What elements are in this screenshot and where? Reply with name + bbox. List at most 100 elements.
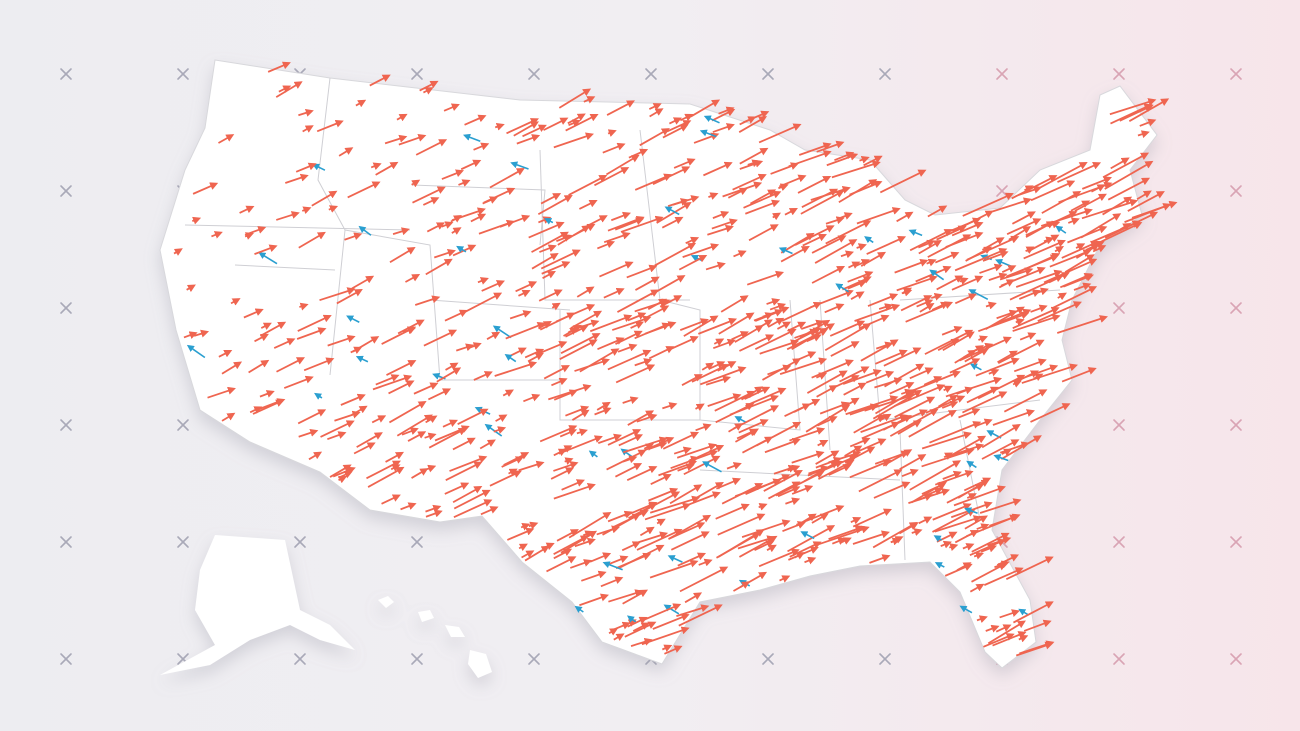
arrow-shift-right bbox=[495, 414, 508, 422]
x-marker bbox=[1230, 302, 1242, 314]
arrow-shift-right bbox=[711, 218, 738, 230]
arrow-shift-right bbox=[1092, 245, 1107, 253]
arrow-shift-right bbox=[385, 451, 405, 463]
arrow-shift-right bbox=[929, 421, 982, 444]
arrow-shift-right bbox=[867, 293, 899, 307]
arrow-shift-right bbox=[954, 529, 979, 544]
x-marker bbox=[1230, 68, 1242, 80]
arrow-shift-right bbox=[996, 554, 1020, 566]
arrow-shift-right bbox=[218, 349, 233, 358]
arrow-shift-right bbox=[634, 322, 671, 340]
arrow-shift-right bbox=[327, 431, 347, 441]
arrow-shift-right bbox=[319, 287, 356, 302]
arrow-shift-right bbox=[1091, 184, 1106, 193]
arrow-shift-right bbox=[831, 537, 847, 545]
arrow-shift-right bbox=[557, 225, 591, 246]
arrow-shift-right bbox=[427, 388, 452, 401]
arrow-shift-right bbox=[531, 253, 559, 270]
arrow-shift-right bbox=[992, 409, 1035, 426]
arrow-shift-right bbox=[338, 147, 354, 157]
x-marker bbox=[528, 653, 540, 665]
arrow-shift-left bbox=[993, 454, 1009, 462]
arrow-shift-right bbox=[817, 416, 838, 427]
arrow-shift-right bbox=[626, 264, 658, 279]
arrow-shift-right bbox=[927, 234, 972, 258]
arrow-shift-right bbox=[426, 222, 446, 233]
arrow-shift-right bbox=[828, 525, 865, 540]
arrow-shift-right bbox=[934, 251, 960, 264]
arrow-shift-right bbox=[934, 469, 974, 486]
x-marker bbox=[1113, 536, 1125, 548]
arrow-shift-right bbox=[983, 567, 1024, 586]
arrow-shift-right bbox=[1064, 254, 1095, 273]
arrow-shift-right bbox=[480, 506, 499, 516]
arrow-shift-right bbox=[451, 227, 462, 235]
arrow-shift-right bbox=[621, 541, 641, 552]
arrow-shift-right bbox=[551, 377, 568, 387]
arrow-shift-right bbox=[766, 298, 781, 306]
arrow-shift-right bbox=[1030, 304, 1048, 313]
arrow-shift-left bbox=[908, 229, 923, 237]
arrow-shift-right bbox=[553, 483, 596, 500]
x-stroke bbox=[879, 653, 891, 665]
arrow-shift-right bbox=[543, 365, 570, 380]
x-marker bbox=[1230, 536, 1242, 548]
arrow-shift-right bbox=[764, 438, 801, 454]
arrow-shift-right bbox=[1000, 266, 1046, 287]
arrow-shift-right bbox=[414, 295, 441, 306]
arrow-shift-right bbox=[1052, 286, 1098, 309]
arrow-shift-right bbox=[1061, 367, 1097, 383]
arrow-shift-right bbox=[901, 287, 913, 296]
arrow-shift-right bbox=[741, 519, 791, 538]
arrow-shift-right bbox=[860, 339, 899, 362]
arrow-shift-right bbox=[949, 443, 985, 457]
arrow-shift-right bbox=[464, 114, 487, 126]
arrow-shift-right bbox=[1041, 191, 1082, 214]
arrow-shift-right bbox=[648, 487, 679, 502]
arrow-shift-right bbox=[712, 123, 735, 133]
arrow-shift-right bbox=[742, 436, 774, 454]
arrow-shift-right bbox=[1015, 318, 1025, 326]
arrow-shift-right bbox=[736, 428, 758, 440]
arrow-shift-right bbox=[1102, 152, 1150, 179]
arrow-shift-right bbox=[865, 370, 895, 384]
arrow-shift-right bbox=[494, 360, 538, 377]
arrow-shift-right bbox=[443, 103, 460, 112]
arrow-shift-right bbox=[860, 413, 908, 433]
arrow-shift-right bbox=[527, 352, 544, 363]
arrow-shift-right bbox=[411, 179, 421, 188]
arrow-shift-right bbox=[732, 173, 767, 191]
arrow-shift-right bbox=[583, 96, 596, 104]
arrow-shift-left bbox=[664, 206, 680, 216]
arrow-shift-right bbox=[1005, 556, 1054, 581]
x-marker bbox=[294, 536, 306, 548]
x-marker bbox=[411, 536, 423, 548]
x-stroke bbox=[60, 536, 72, 548]
arrow-shift-right bbox=[898, 522, 919, 535]
arrow-shift-right bbox=[938, 394, 958, 408]
arrow-shift-right bbox=[563, 327, 579, 337]
arrow-shift-left bbox=[703, 115, 720, 124]
arrow-shift-right bbox=[455, 343, 475, 352]
arrow-shift-right bbox=[1015, 641, 1054, 657]
arrow-shift-right bbox=[973, 551, 984, 560]
arrow-shift-right bbox=[624, 621, 657, 638]
arrow-shift-right bbox=[311, 190, 338, 207]
x-marker bbox=[60, 653, 72, 665]
arrow-shift-right bbox=[537, 195, 573, 216]
arrow-shift-right bbox=[697, 317, 738, 335]
arrow-shift-right bbox=[494, 122, 505, 131]
arrow-shift-right bbox=[433, 249, 456, 259]
arrow-shift-right bbox=[943, 452, 954, 460]
arrow-shift-right bbox=[551, 302, 561, 311]
arrow-shift-right bbox=[1025, 221, 1055, 238]
arrow-shift-right bbox=[540, 340, 568, 354]
arrow-shift-right bbox=[634, 276, 660, 291]
arrow-shift-right bbox=[849, 459, 892, 479]
arrow-shift-right bbox=[221, 412, 236, 422]
arrow-shift-right bbox=[239, 205, 255, 214]
arrow-shift-right bbox=[825, 216, 845, 225]
arrow-shift-right bbox=[909, 460, 962, 491]
x-stroke bbox=[411, 68, 423, 80]
arrow-shift-right bbox=[444, 309, 468, 322]
